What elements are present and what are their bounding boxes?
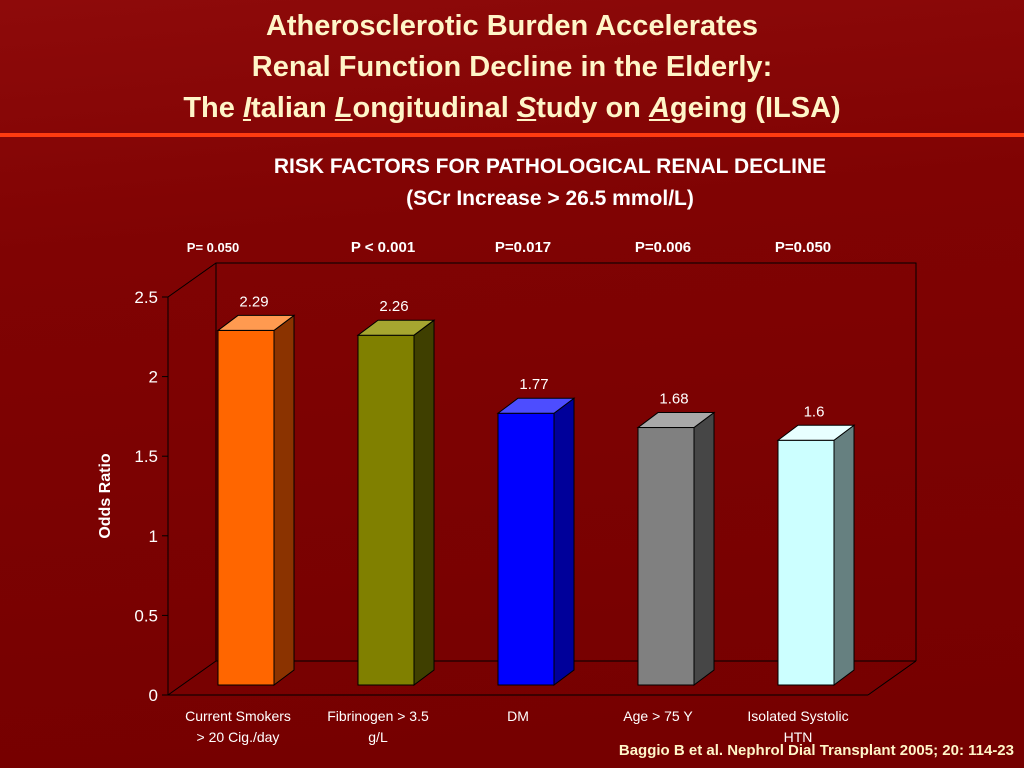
title-initial: A <box>648 92 670 124</box>
y-tick-label: 1 <box>149 527 158 546</box>
back-wall-outline <box>167 262 917 661</box>
title-line-2: Renal Function Decline in the Elderly: <box>251 51 773 83</box>
x-category-label: Age > 75 Y <box>623 708 693 724</box>
floor-right-edge <box>867 660 917 696</box>
y-tick-label: 1.5 <box>134 447 158 466</box>
title-word: ongitudinal <box>352 92 517 124</box>
title-word: talian <box>251 92 335 124</box>
p-value-label: P=0.006 <box>635 239 691 256</box>
title-initial: L <box>334 92 353 124</box>
citation: Baggio B et al. Nephrol Dial Transplant … <box>618 742 1014 759</box>
bar-top <box>776 424 856 441</box>
bar-front <box>497 412 555 686</box>
x-category-label: HTN <box>784 729 813 745</box>
bar-value-label: 1.68 <box>659 391 688 408</box>
title-line-3: The Italian Longitudinal Study on Ageing… <box>0 88 1024 129</box>
x-category-label: g/L <box>368 729 388 745</box>
y-tick-label: 0.5 <box>134 606 158 625</box>
bar-side <box>833 424 855 686</box>
bar-side <box>413 319 435 686</box>
p-value-label: P= 0.050 <box>187 240 239 255</box>
bar-front <box>217 329 275 686</box>
y-axis-title: Odds Ratio <box>97 453 114 539</box>
bar-top <box>216 314 296 331</box>
title-word: tudy on <box>536 92 649 124</box>
p-value-label: P < 0.001 <box>351 239 415 256</box>
p-value-label: P=0.050 <box>775 239 831 256</box>
chart-subtitle: RISK FACTORS FOR PATHOLOGICAL RENAL DECL… <box>273 155 827 178</box>
bar-side <box>693 411 715 686</box>
x-category-label: Isolated Systolic <box>747 708 848 724</box>
title-initial: S <box>516 92 537 124</box>
bar-side <box>273 314 295 686</box>
y-tick-label: 2 <box>149 368 158 387</box>
x-category-label: > 20 Cig./day <box>197 729 280 745</box>
bar-front <box>637 427 695 686</box>
chart-subtitle-criterion: (SCr Increase > 26.5 mmol/L) <box>406 187 694 210</box>
title-word: The <box>183 92 243 124</box>
x-category-label: DM <box>507 708 529 724</box>
p-value-label: P=0.017 <box>495 239 551 256</box>
title-word: geing (ILSA) <box>669 92 841 124</box>
bar-front <box>777 439 835 686</box>
bar-value-label: 2.29 <box>239 293 268 310</box>
x-category-label: Fibrinogen > 3.5 <box>327 708 429 724</box>
x-category-label: Current Smokers <box>185 708 291 724</box>
bar-value-label: 1.6 <box>804 403 825 420</box>
y-tick-label: 0 <box>149 686 158 705</box>
y-tick-label: 2.5 <box>134 288 158 307</box>
bar-value-label: 1.77 <box>519 376 548 393</box>
floor-left-edge <box>167 660 217 696</box>
bar-top <box>636 412 716 429</box>
bar-top <box>356 319 436 336</box>
title-line-1: Atherosclerotic Burden Accelerates <box>265 10 759 42</box>
bar-value-label: 2.26 <box>379 298 408 315</box>
bar-side <box>553 397 575 686</box>
title-initial: I <box>242 92 251 124</box>
title-divider <box>0 133 1024 137</box>
bar-top <box>496 397 576 414</box>
bar-front <box>357 334 415 686</box>
slide-title: Atherosclerotic Burden Accelerates Renal… <box>0 6 1024 129</box>
